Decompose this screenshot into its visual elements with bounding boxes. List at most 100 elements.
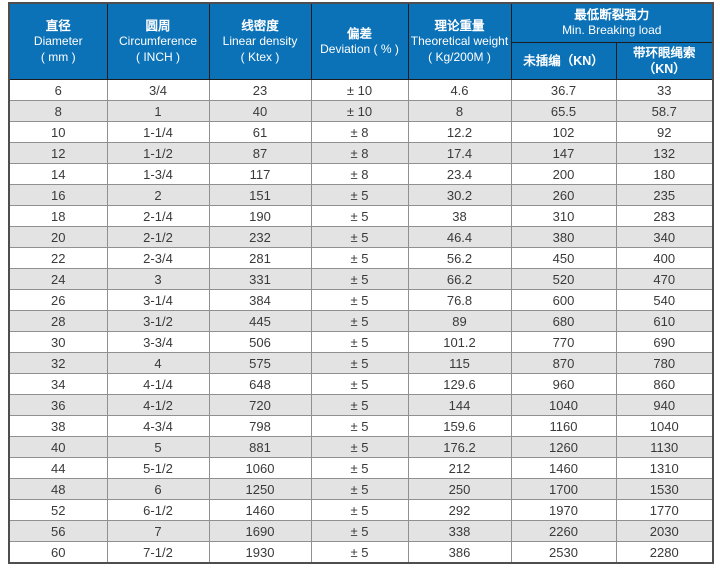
cell-diameter: 22 [8, 247, 108, 270]
cell-linear-density: 384 [208, 289, 312, 312]
header-diameter-zh: 直径 [45, 18, 71, 33]
cell-deviation: ± 5 [310, 247, 409, 270]
cell-breaking-load-eye-splice: 235 [615, 184, 714, 207]
cell-breaking-load-eye-splice: 940 [615, 394, 714, 417]
cell-theoretical-weight: 8 [407, 100, 512, 123]
cell-linear-density: 720 [208, 394, 312, 417]
cell-breaking-load-eye-splice: 2280 [615, 541, 714, 564]
cell-breaking-load-eye-splice: 400 [615, 247, 714, 270]
cell-breaking-load-eye-splice: 860 [615, 373, 714, 396]
cell-linear-density: 331 [208, 268, 312, 291]
cell-diameter: 48 [8, 478, 108, 501]
cell-circumference: 4-1/2 [106, 394, 210, 417]
cell-diameter: 32 [8, 352, 108, 375]
header-row-main: 直径 Diameter ( mm ) 圆周 Circumference ( IN… [8, 2, 714, 81]
cell-diameter: 8 [8, 100, 108, 123]
table-row: 30 3-3/4 506 ± 5 101.2 770 690 [8, 331, 714, 354]
cell-linear-density: 232 [208, 226, 312, 249]
table-row: 28 3-1/2 445 ± 5 89 680 610 [8, 310, 714, 333]
cell-linear-density: 151 [208, 184, 312, 207]
cell-diameter: 6 [8, 79, 108, 102]
cell-circumference: 6 [106, 478, 210, 501]
cell-linear-density: 1060 [208, 457, 312, 480]
cell-diameter: 16 [8, 184, 108, 207]
rope-spec-table: 直径 Diameter ( mm ) 圆周 Circumference ( IN… [8, 2, 715, 564]
header-sub-unspliced: 未插编（KN） [510, 41, 617, 81]
header-breaking-load-zh: 最低断裂强力 [574, 8, 650, 22]
cell-breaking-load-unspliced: 770 [510, 331, 617, 354]
cell-theoretical-weight: 56.2 [407, 247, 512, 270]
cell-diameter: 52 [8, 499, 108, 522]
cell-breaking-load-eye-splice: 2030 [615, 520, 714, 543]
cell-breaking-load-unspliced: 1040 [510, 394, 617, 417]
header-diameter-unit: ( mm ) [40, 49, 76, 64]
cell-theoretical-weight: 46.4 [407, 226, 512, 249]
cell-diameter: 30 [8, 331, 108, 354]
cell-breaking-load-eye-splice: 58.7 [615, 100, 714, 123]
cell-deviation: ± 5 [310, 184, 409, 207]
cell-breaking-load-eye-splice: 780 [615, 352, 714, 375]
cell-circumference: 3-3/4 [106, 331, 210, 354]
cell-deviation: ± 5 [310, 205, 409, 228]
cell-theoretical-weight: 176.2 [407, 436, 512, 459]
cell-deviation: ± 5 [310, 310, 409, 333]
table-row: 32 4 575 ± 5 115 870 780 [8, 352, 714, 375]
cell-diameter: 26 [8, 289, 108, 312]
cell-circumference: 3-1/2 [106, 310, 210, 333]
header-linear-density-en: Linear density [222, 34, 298, 49]
header-sub-eye-splice-rope: 带环眼绳索（KN） [615, 41, 714, 81]
cell-deviation: ± 5 [310, 289, 409, 312]
cell-theoretical-weight: 30.2 [407, 184, 512, 207]
cell-breaking-load-eye-splice: 470 [615, 268, 714, 291]
cell-linear-density: 40 [208, 100, 312, 123]
cell-diameter: 14 [8, 163, 108, 186]
cell-deviation: ± 5 [310, 352, 409, 375]
header-diameter-en: Diameter [33, 34, 83, 49]
cell-deviation: ± 10 [310, 79, 409, 102]
cell-breaking-load-unspliced: 102 [510, 121, 617, 144]
cell-theoretical-weight: 76.8 [407, 289, 512, 312]
cell-diameter: 34 [8, 373, 108, 396]
cell-linear-density: 190 [208, 205, 312, 228]
header-theoretical-weight-en: Theoretical weight [410, 34, 509, 49]
cell-linear-density: 798 [208, 415, 312, 438]
cell-circumference: 4 [106, 352, 210, 375]
table-row: 56 7 1690 ± 5 338 2260 2030 [8, 520, 714, 543]
header-deviation-en: Deviation ( % ) [320, 42, 399, 56]
cell-theoretical-weight: 115 [407, 352, 512, 375]
table-row: 10 1-1/4 61 ± 8 12.2 102 92 [8, 121, 714, 144]
cell-diameter: 60 [8, 541, 108, 564]
cell-breaking-load-eye-splice: 132 [615, 142, 714, 165]
table-header: 直径 Diameter ( mm ) 圆周 Circumference ( IN… [8, 2, 714, 81]
cell-circumference: 1 [106, 100, 210, 123]
cell-deviation: ± 5 [310, 478, 409, 501]
cell-breaking-load-eye-splice: 283 [615, 205, 714, 228]
header-col-circumference: 圆周 Circumference ( INCH ) [106, 2, 210, 81]
cell-theoretical-weight: 159.6 [407, 415, 512, 438]
table-row: 44 5-1/2 1060 ± 5 212 1460 1310 [8, 457, 714, 480]
header-deviation-zh: 偏差 [346, 26, 372, 41]
header-row-sub: 未插编（KN） 带环眼绳索（KN） [9, 41, 714, 81]
cell-diameter: 38 [8, 415, 108, 438]
cell-circumference: 7-1/2 [106, 541, 210, 564]
cell-deviation: ± 5 [310, 373, 409, 396]
cell-circumference: 7 [106, 520, 210, 543]
header-group-min-breaking-load: 最低断裂强力 Min. Breaking load [510, 2, 714, 43]
cell-linear-density: 445 [208, 310, 312, 333]
cell-breaking-load-unspliced: 1260 [510, 436, 617, 459]
header-col-linear-density: 线密度 Linear density ( Ktex ) [208, 2, 312, 81]
cell-deviation: ± 8 [310, 142, 409, 165]
cell-breaking-load-eye-splice: 1310 [615, 457, 714, 480]
cell-circumference: 1-1/2 [106, 142, 210, 165]
cell-breaking-load-unspliced: 1160 [510, 415, 617, 438]
table-row: 36 4-1/2 720 ± 5 144 1040 940 [8, 394, 714, 417]
cell-deviation: ± 5 [310, 331, 409, 354]
cell-breaking-load-eye-splice: 340 [615, 226, 714, 249]
table-body: 6 3/4 23 ± 10 4.6 36.7 33 8 1 40 ± 10 8 … [8, 79, 714, 564]
cell-theoretical-weight: 12.2 [407, 121, 512, 144]
table-row: 38 4-3/4 798 ± 5 159.6 1160 1040 [8, 415, 714, 438]
cell-breaking-load-unspliced: 260 [510, 184, 617, 207]
cell-circumference: 2-1/4 [106, 205, 210, 228]
cell-breaking-load-unspliced: 680 [510, 310, 617, 333]
cell-diameter: 40 [8, 436, 108, 459]
